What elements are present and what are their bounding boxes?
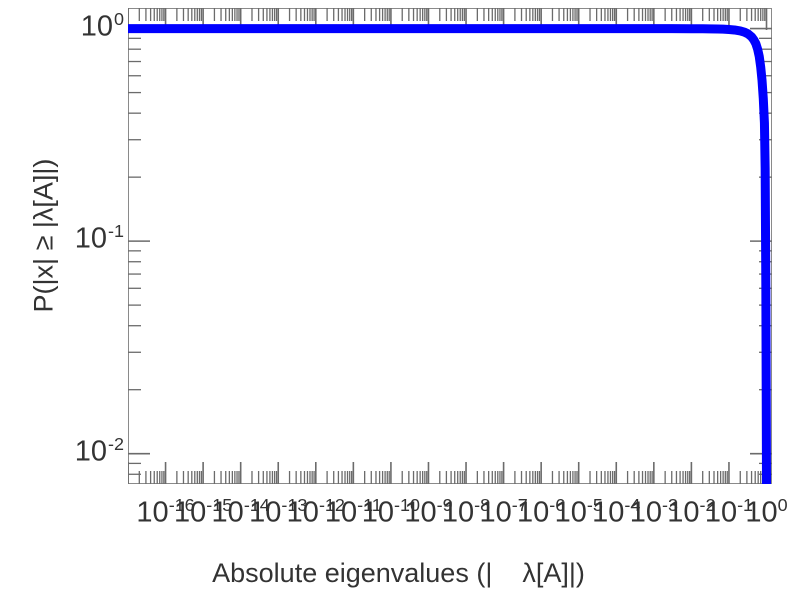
x-tick-label: 10-7 — [479, 495, 528, 529]
x-tick-label: 10-3 — [629, 495, 678, 529]
plot-axes-box — [128, 8, 772, 484]
axis-ticks — [128, 8, 772, 484]
x-tick-label: 100 — [745, 495, 788, 529]
x-tick-label: 10-4 — [592, 495, 641, 529]
x-axis-title: Absolute eigenvalues (| λ[A]|) — [212, 558, 585, 588]
x-tick-label: 10-16 — [136, 495, 195, 529]
x-tick-label: 10-9 — [404, 495, 453, 529]
series-line-0 — [128, 24, 772, 484]
y-tick-label: 10-2 — [74, 433, 124, 468]
x-tick-label: 10-6 — [517, 495, 566, 529]
plot-area — [128, 8, 772, 484]
x-tick-label: 10-12 — [286, 495, 345, 529]
x-tick-label: 10-13 — [249, 495, 308, 529]
x-tick-label: 10-8 — [441, 495, 491, 529]
y-axis-tick-labels: 100 10-1 10-2 — [0, 0, 124, 600]
x-tick-label: 10-11 — [324, 495, 382, 529]
x-axis-tick-labels: 10-16 10-15 10-14 10-13 10-12 10-11 10-10 10-9 1… — [0, 496, 797, 552]
x-tick-label: 10-5 — [554, 495, 603, 529]
y-tick-label: 100 — [80, 8, 124, 43]
x-tick-label: 10-10 — [361, 495, 421, 529]
x-tick-label: 10-2 — [667, 495, 716, 529]
x-tick-label: 10-14 — [211, 495, 270, 529]
x-tick-label: 10-15 — [173, 495, 233, 529]
y-tick-label: 10-1 — [74, 221, 124, 255]
x-tick-label: 10-1 — [704, 495, 754, 529]
